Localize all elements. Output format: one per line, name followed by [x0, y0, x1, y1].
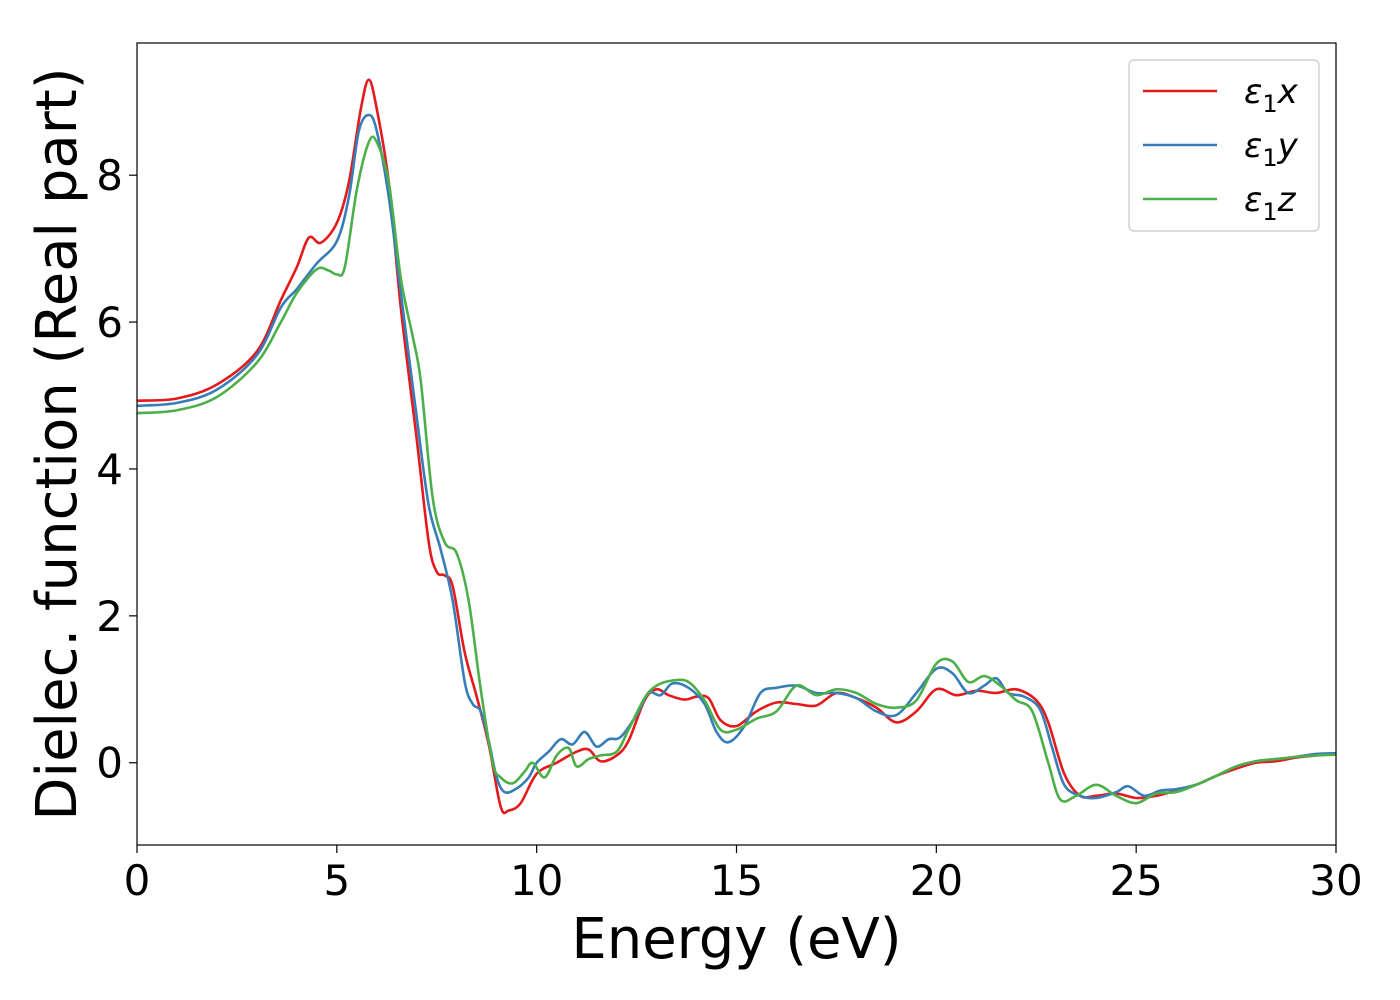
legend-entry-x: ε1x [1143, 72, 1299, 118]
legend-entry-z: ε1z [1143, 180, 1297, 226]
legend-label: ε1z [1244, 180, 1297, 226]
series-layer [137, 78, 1336, 815]
series-line-y [137, 113, 1336, 800]
x-tick-label: 5 [323, 856, 350, 905]
x-axis-label: Energy (eV) [571, 907, 901, 972]
x-tick-label: 25 [1109, 856, 1162, 905]
series-line-z [137, 135, 1336, 805]
y-tick-label: 8 [96, 151, 123, 200]
x-tick-label: 30 [1309, 856, 1362, 905]
legend-box [1128, 59, 1320, 232]
series-line-x [137, 78, 1336, 815]
x-tick-label: 0 [124, 856, 151, 905]
legend-entry-y: ε1y [1143, 126, 1299, 172]
plot-frame [136, 42, 1337, 846]
ticks-layer: 0 5 10 15 20 25 30 0 2 4 6 8 [96, 151, 1362, 905]
legend: ε1x ε1y ε1z [1128, 59, 1320, 232]
legend-label: ε1x [1244, 72, 1299, 118]
y-axis-label: Dielec. function (Real part) [25, 67, 90, 820]
x-tick-label: 20 [910, 856, 963, 905]
legend-label: ε1y [1244, 126, 1299, 172]
x-tick-label: 15 [710, 856, 763, 905]
y-tick-label: 6 [96, 298, 123, 347]
y-tick-label: 2 [96, 592, 123, 641]
y-tick-label: 0 [96, 739, 123, 788]
y-tick-label: 4 [96, 445, 123, 494]
x-tick-label: 10 [510, 856, 563, 905]
